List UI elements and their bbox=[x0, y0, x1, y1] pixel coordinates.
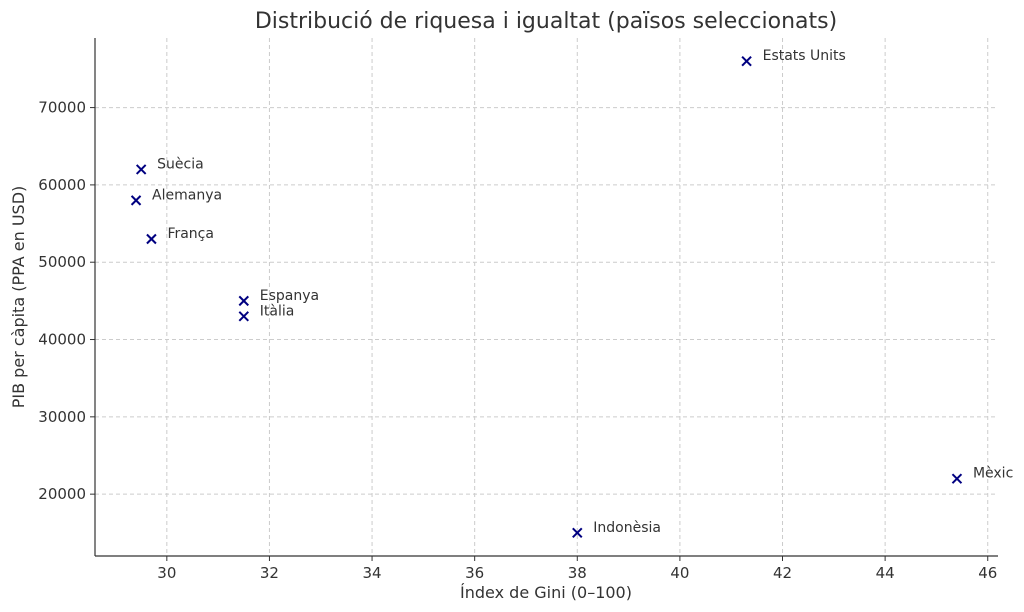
x-axis-label: Índex de Gini (0–100) bbox=[460, 583, 632, 602]
data-point: Suècia bbox=[135, 156, 204, 175]
grid bbox=[95, 38, 998, 556]
y-tick-label: 70000 bbox=[38, 99, 86, 117]
x-tick-label: 32 bbox=[260, 564, 279, 582]
data-points: Estats UnitsSuèciaAlemanyaFrançaEspanyaI… bbox=[130, 48, 1013, 539]
point-label: Indonèsia bbox=[593, 520, 661, 536]
y-axis-label: PIB per càpita (PPA en USD) bbox=[9, 186, 28, 409]
y-axis-ticks: 20000 30000 40000 50000 60000 70000 bbox=[38, 99, 95, 503]
data-point: Espanya bbox=[238, 288, 319, 307]
chart-title: Distribució de riquesa i igualtat (païso… bbox=[255, 9, 837, 34]
y-tick-label: 60000 bbox=[38, 176, 86, 194]
x-tick-label: 36 bbox=[465, 564, 484, 582]
x-tick-label: 34 bbox=[363, 564, 382, 582]
point-marker bbox=[238, 295, 249, 307]
x-tick-label: 40 bbox=[670, 564, 689, 582]
point-marker bbox=[238, 311, 249, 322]
point-label: Espanya bbox=[260, 288, 319, 304]
y-tick-label: 50000 bbox=[38, 253, 86, 271]
y-tick-label: 40000 bbox=[38, 331, 86, 349]
point-label: Mèxic bbox=[973, 466, 1013, 482]
data-point: Estats Units bbox=[741, 48, 846, 67]
point-marker bbox=[951, 473, 963, 484]
point-marker bbox=[572, 527, 583, 539]
data-point: Mèxic bbox=[951, 466, 1013, 484]
x-tick-label: 44 bbox=[876, 564, 895, 582]
x-tick-label: 38 bbox=[568, 564, 587, 582]
x-axis-ticks: 30 32 34 36 38 40 42 44 46 bbox=[157, 556, 997, 582]
data-point: Itàlia bbox=[238, 303, 295, 322]
point-label: Itàlia bbox=[260, 303, 295, 319]
point-marker bbox=[135, 164, 147, 175]
point-label: Estats Units bbox=[763, 48, 846, 64]
x-tick-label: 30 bbox=[157, 564, 176, 582]
axes-frame bbox=[94, 38, 998, 557]
x-tick-label: 42 bbox=[773, 564, 792, 582]
point-marker bbox=[146, 233, 157, 245]
point-label: França bbox=[167, 226, 214, 242]
point-marker bbox=[130, 195, 142, 206]
point-marker bbox=[741, 55, 752, 67]
point-label: Suècia bbox=[157, 156, 204, 172]
data-point: França bbox=[146, 226, 214, 245]
y-tick-label: 20000 bbox=[38, 485, 86, 503]
data-point: Alemanya bbox=[130, 187, 222, 206]
y-tick-label: 30000 bbox=[38, 408, 86, 426]
data-point: Indonèsia bbox=[572, 520, 661, 539]
x-tick-label: 46 bbox=[978, 564, 997, 582]
point-label: Alemanya bbox=[152, 187, 222, 203]
